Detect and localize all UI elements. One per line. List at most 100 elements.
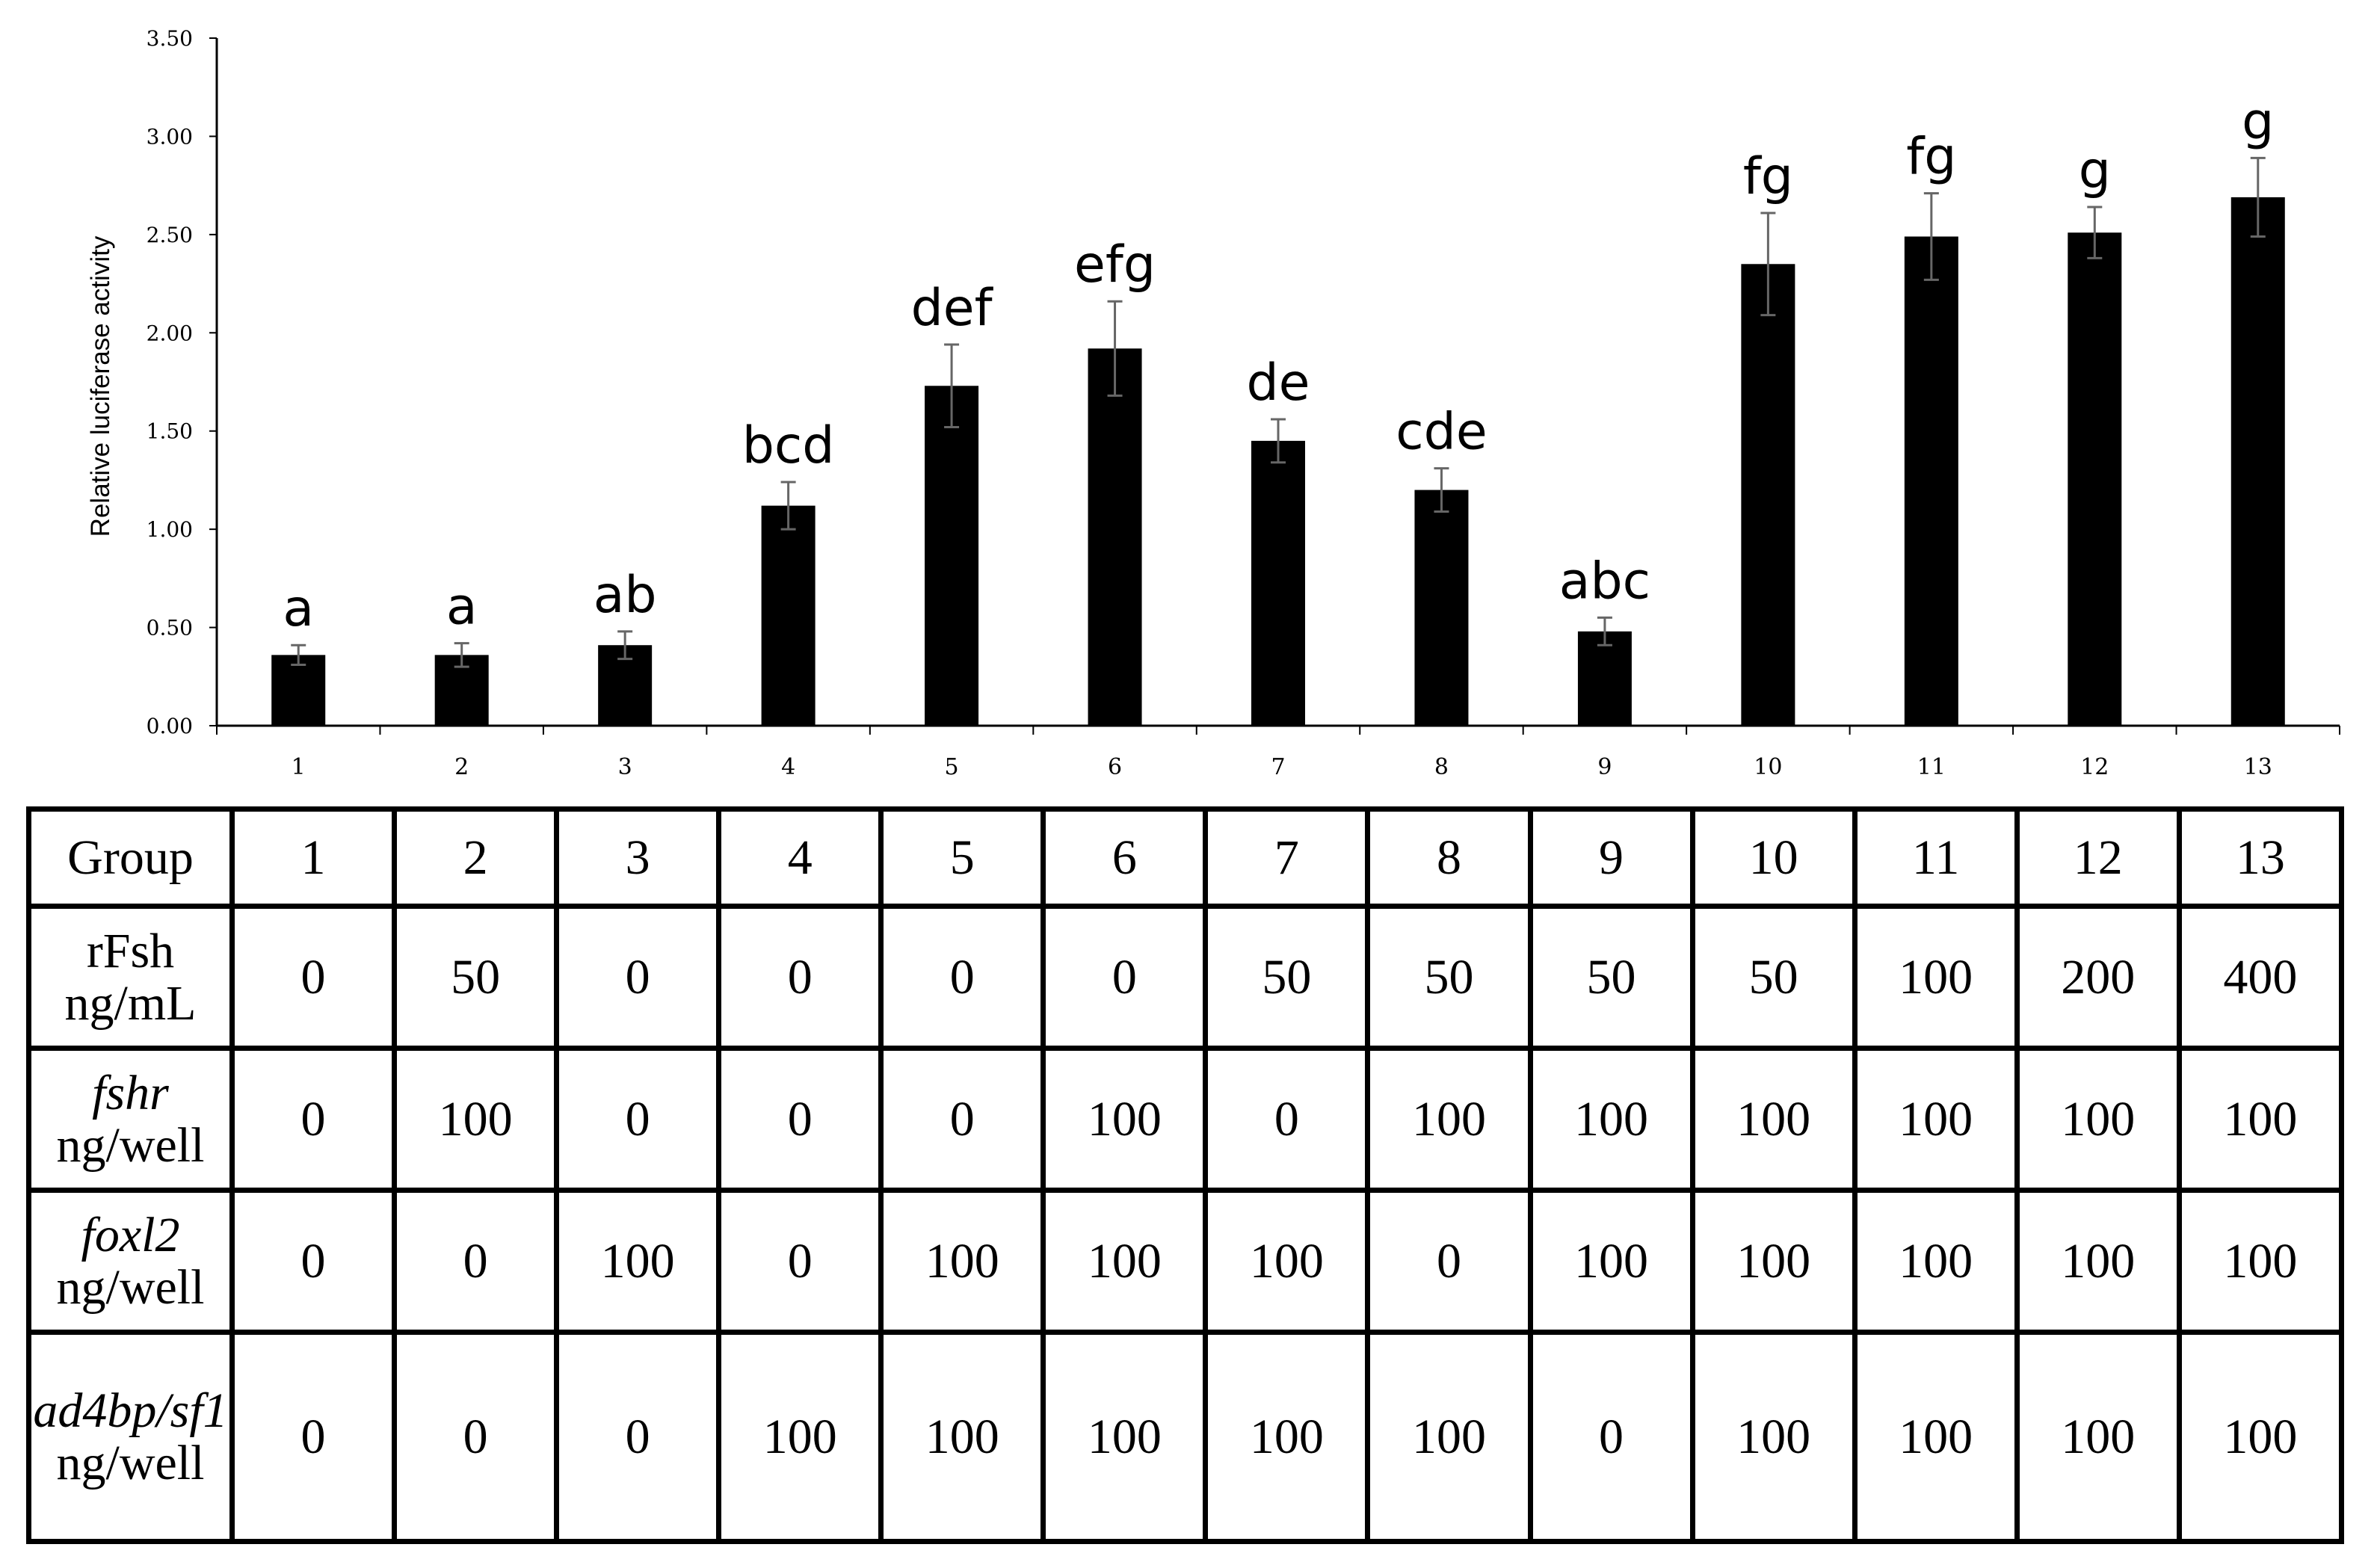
significance-label: def: [911, 279, 994, 338]
group-cell: 2: [392, 806, 560, 909]
y-tick-label: 0.00: [147, 714, 193, 738]
value-cell: 100: [554, 1188, 722, 1335]
value-cell: 50: [1203, 904, 1371, 1051]
bar: [1577, 631, 1632, 726]
significance-label: de: [1247, 354, 1310, 413]
value-cell: 100: [1365, 1330, 1533, 1544]
y-axis-label: Relative luciferase activity: [86, 235, 115, 537]
group-cell: 13: [2176, 806, 2345, 909]
y-tick-label: 3.00: [147, 124, 193, 149]
value-cell: 0: [554, 904, 722, 1051]
value-cell: 100: [2176, 1330, 2345, 1544]
significance-label: abc: [1559, 552, 1650, 611]
value-cell: 50: [1527, 904, 1695, 1051]
value-cell: 100: [2014, 1188, 2182, 1335]
value-cell: 0: [554, 1046, 722, 1193]
x-tick-label: 7: [1271, 754, 1285, 780]
x-tick-label: 5: [945, 754, 959, 780]
table-row-foxl2: foxl2 ng/well 0 0 100 0 100 100 100 0 100…: [26, 1188, 2345, 1335]
x-tick-label: 10: [1754, 754, 1782, 780]
significance-label: cde: [1396, 403, 1487, 462]
table-header-row: Group 1 2 3 4 5 6 7 8 9 10 11 12 13: [26, 806, 2345, 909]
value-cell: 0: [1365, 1188, 1533, 1335]
group-cell: 9: [1527, 806, 1695, 909]
significance-label: ab: [594, 566, 657, 625]
value-cell: 0: [229, 904, 398, 1051]
group-cell: 11: [1852, 806, 2020, 909]
significance-label: a: [446, 578, 478, 637]
bar: [2230, 197, 2285, 726]
value-cell: 0: [392, 1188, 560, 1335]
row-header-ad4bp-sf1: ad4bp/sf1 ng/well: [26, 1330, 235, 1544]
value-cell: 100: [1852, 1330, 2020, 1544]
bar: [1904, 236, 1958, 726]
significance-label: fg: [1743, 147, 1793, 206]
significance-label: bcd: [742, 416, 835, 475]
value-cell: 400: [2176, 904, 2345, 1051]
y-tick-label: 3.50: [147, 26, 193, 51]
y-tick-label: 1.50: [147, 419, 193, 444]
value-cell: 0: [229, 1046, 398, 1193]
value-cell: 50: [392, 904, 560, 1051]
value-cell: 100: [1040, 1330, 1209, 1544]
value-cell: 0: [392, 1330, 560, 1544]
value-cell: 100: [878, 1330, 1046, 1544]
value-cell: 0: [554, 1330, 722, 1544]
x-tick-label: 1: [292, 754, 306, 780]
value-cell: 100: [1689, 1188, 1857, 1335]
significance-label: efg: [1074, 235, 1156, 294]
x-tick-label: 8: [1434, 754, 1449, 780]
group-cell: 7: [1203, 806, 1371, 909]
value-cell: 0: [878, 1046, 1046, 1193]
x-tick-label: 11: [1917, 754, 1946, 780]
value-cell: 100: [1689, 1330, 1857, 1544]
significance-label: g: [2079, 141, 2111, 200]
table-row-fshr: fshr ng/well 0 100 0 0 0 100 0 100 100 10…: [26, 1046, 2345, 1193]
value-cell: 100: [1040, 1046, 1209, 1193]
value-cell: 0: [716, 1046, 884, 1193]
value-cell: 100: [392, 1046, 560, 1193]
value-cell: 100: [2176, 1188, 2345, 1335]
row-header-foxl2: foxl2 ng/well: [26, 1188, 235, 1335]
bar-chart: Relative luciferase activity 0.00 0.50 1.0…: [86, 26, 2340, 780]
value-cell: 100: [1527, 1188, 1695, 1335]
value-cell: 100: [1852, 1046, 2020, 1193]
x-axis: 1 2 3 4 5 6 7 8 9 10 11 12 13: [216, 724, 2340, 780]
bar: [271, 655, 326, 726]
x-tick-label: 3: [618, 754, 632, 780]
group-cell: 8: [1365, 806, 1533, 909]
bar: [1414, 490, 1469, 726]
value-cell: 100: [1040, 1188, 1209, 1335]
x-tick-label: 12: [2080, 754, 2109, 780]
group-cell: 4: [716, 806, 884, 909]
y-tick-label: 0.50: [147, 616, 193, 641]
group-header-cell: Group: [26, 806, 235, 909]
bar: [2068, 232, 2122, 726]
group-cell: 12: [2014, 806, 2182, 909]
table-row-ad4bp-sf1: ad4bp/sf1 ng/well 0 0 0 100 100 100 100 1…: [26, 1330, 2345, 1544]
group-cell: 1: [229, 806, 398, 909]
bar-series: a a ab bcd def efg de cde abc fg fg g g: [271, 92, 2285, 726]
x-tick-label: 6: [1108, 754, 1122, 780]
bar: [1251, 440, 1305, 726]
value-cell: 100: [1852, 904, 2020, 1051]
x-tick-label: 4: [781, 754, 795, 780]
value-cell: 0: [229, 1188, 398, 1335]
value-cell: 0: [229, 1330, 398, 1544]
value-cell: 100: [1852, 1188, 2020, 1335]
value-cell: 100: [716, 1330, 884, 1544]
significance-label: fg: [1906, 128, 1956, 187]
value-cell: 0: [1203, 1046, 1371, 1193]
value-cell: 0: [716, 904, 884, 1051]
significance-label: g: [2242, 92, 2274, 151]
x-tick-label: 9: [1597, 754, 1612, 780]
row-header-fshr: fshr ng/well: [26, 1046, 235, 1193]
group-cell: 10: [1689, 806, 1857, 909]
value-cell: 100: [1203, 1330, 1371, 1544]
y-tick-label: 2.00: [147, 321, 193, 345]
value-cell: 50: [1689, 904, 1857, 1051]
bar: [1741, 264, 1795, 726]
value-cell: 100: [2014, 1330, 2182, 1544]
value-cell: 0: [1527, 1330, 1695, 1544]
value-cell: 50: [1365, 904, 1533, 1051]
